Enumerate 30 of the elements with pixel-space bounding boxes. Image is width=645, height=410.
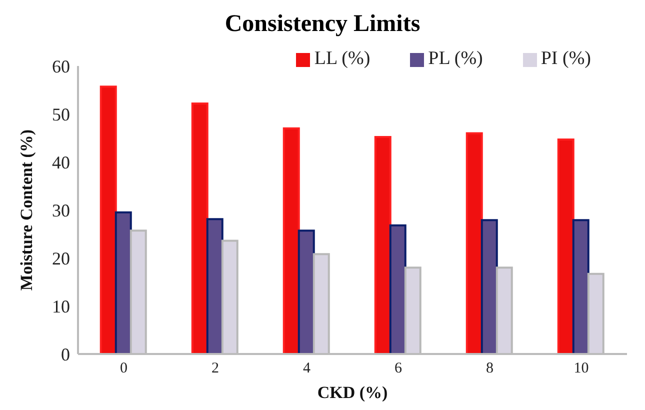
x-tick-label: 2 — [212, 360, 219, 377]
bar — [572, 219, 590, 354]
x-tick-label: 6 — [394, 360, 402, 377]
y-tick-label: 20 — [52, 248, 70, 268]
bar — [557, 138, 574, 354]
bar — [480, 219, 498, 354]
x-tick-label: 0 — [120, 360, 128, 377]
chart-title: Consistency Limits — [224, 10, 422, 39]
bar — [374, 136, 392, 354]
y-tick-label: 50 — [52, 104, 70, 124]
legend-label: LL (%) — [314, 48, 370, 69]
legend-label: PI (%) — [540, 48, 591, 69]
x-tick-label: 4 — [303, 360, 311, 377]
bar — [282, 127, 300, 354]
y-tick-label: 0 — [61, 344, 70, 364]
x-tick-label: 8 — [486, 360, 494, 377]
y-tick-label: 40 — [52, 152, 70, 172]
y-tick-label: 10 — [52, 296, 70, 316]
legend-label: PL (%) — [428, 48, 483, 69]
y-tick-label: 60 — [52, 56, 70, 76]
bar — [191, 102, 208, 354]
x-axis-title: CKD (%) — [317, 383, 388, 402]
bar — [206, 218, 224, 354]
bar — [389, 224, 406, 354]
y-tick-label: 30 — [52, 200, 70, 220]
bar — [466, 132, 483, 354]
bar — [298, 230, 315, 354]
bar — [100, 86, 117, 354]
x-tick-label: 10 — [574, 360, 589, 377]
y-axis-title: Moisture Content (%) — [17, 129, 36, 291]
